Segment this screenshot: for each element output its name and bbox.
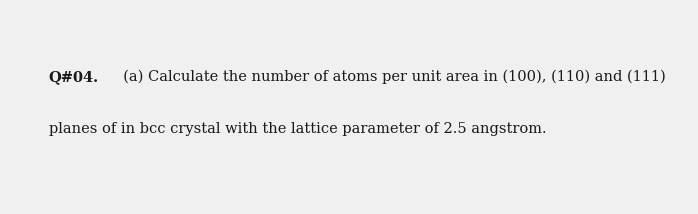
Text: planes of in bcc crystal with the lattice parameter of 2.5 angstrom.: planes of in bcc crystal with the lattic… <box>49 122 547 136</box>
Text: Q#04.: Q#04. <box>49 70 99 84</box>
Text: (a) Calculate the number of atoms per unit area in (100), (110) and (111): (a) Calculate the number of atoms per un… <box>114 70 665 84</box>
